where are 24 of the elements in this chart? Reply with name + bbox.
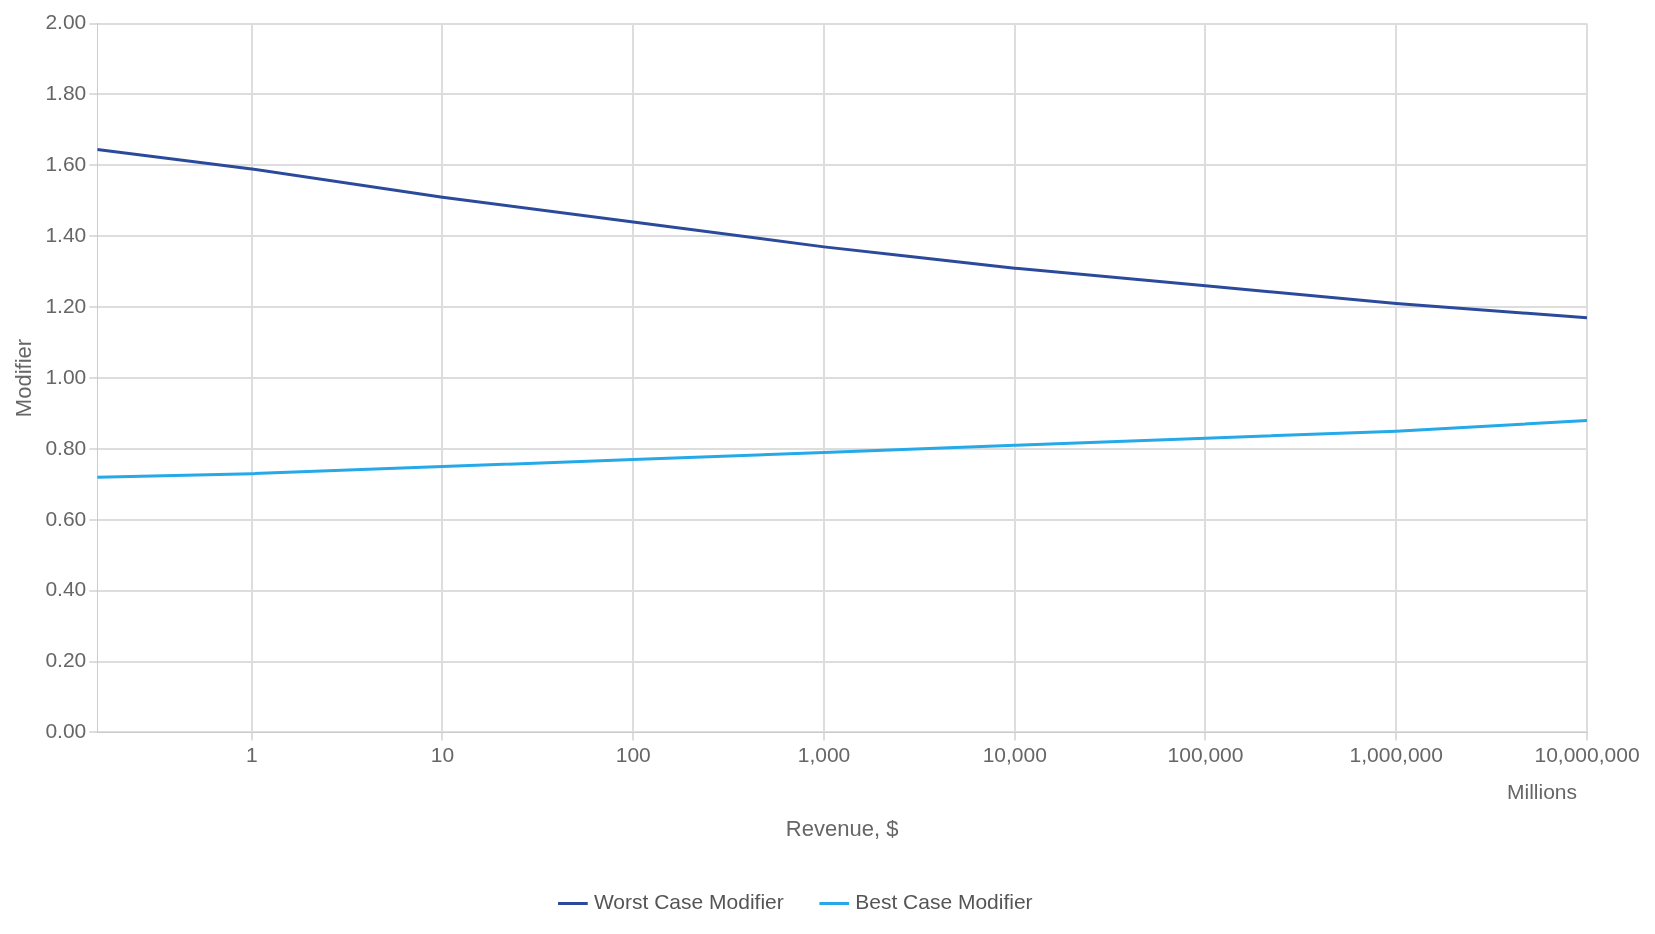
x-tick-label: 10,000 [982,742,1047,766]
x-tick-label: 1,000,000 [1349,742,1443,766]
y-tick-label: 1.80 [45,81,87,105]
y-tick-label: 0.80 [45,435,87,459]
x-tick-label: 100 [615,742,651,766]
y-tick-label: 1.40 [45,223,87,247]
x-tick-label: 1,000 [797,742,851,766]
legend-label: Best Case Modifier [855,890,1033,914]
y-axis-title: Modifier [11,338,37,418]
text: Millions [1506,779,1577,803]
y-tick-label: 0.60 [45,506,87,530]
y-tick-label: 1.20 [45,293,87,317]
x-axis-title: Revenue, $ [785,815,899,841]
y-tick-label: 0.40 [45,577,87,601]
y-tick-label: 1.60 [45,152,87,176]
x-tick-label: 1 [245,742,258,766]
x-tick-label: 10 [430,742,455,766]
x-tick-label: 100,000 [1167,742,1244,766]
y-tick-label: 0.20 [45,648,87,672]
y-tick-label: 2.00 [45,10,87,34]
x-tick-label: 10,000,000 [1534,742,1640,766]
y-tick-label: 0.00 [45,719,87,743]
legend-label: Worst Case Modifier [593,890,784,914]
y-tick-label: 1.00 [45,364,87,388]
